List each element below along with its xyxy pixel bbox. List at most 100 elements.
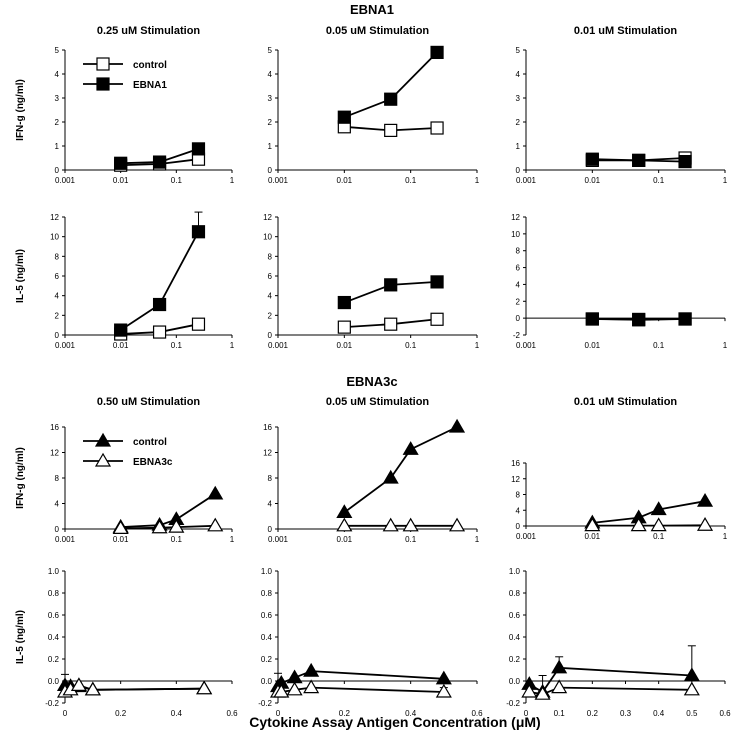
x-tick-label: 0.5 — [686, 709, 698, 718]
y-tick-label: 4 — [516, 506, 521, 515]
y-tick-label: 0.8 — [48, 589, 60, 598]
x-tick-label: 0.01 — [113, 535, 129, 544]
x-tick-label: 0.4 — [405, 709, 417, 718]
series-ebna1 — [337, 45, 444, 124]
y-tick-label: 1.0 — [261, 567, 273, 576]
x-tick-label: 0.01 — [585, 176, 601, 185]
data-point — [382, 517, 399, 532]
data-point — [430, 275, 444, 289]
y-tick-label: 8 — [268, 252, 273, 261]
x-tick-label: 0.1 — [653, 341, 665, 350]
data-point — [678, 312, 692, 326]
data-point — [207, 517, 224, 532]
y-tick-label: 0.6 — [261, 611, 273, 620]
x-tick-label: 0.1 — [653, 176, 665, 185]
chart-panel-e3_il5_001: -0.2 0.0 0.2 0.4 0.6 0.8 1.0 0 0.1 0.2 0.3 0.4 0.5 0.… — [506, 567, 731, 718]
y-tick-label: 8 — [516, 247, 521, 256]
series-ebna3c — [336, 517, 466, 532]
y-tick-label: 1 — [516, 142, 521, 151]
x-tick-label: 1 — [230, 535, 235, 544]
y-tick-label: 10 — [263, 233, 272, 242]
data-point — [84, 681, 101, 696]
x-tick-label: 0.2 — [587, 709, 599, 718]
series-line — [529, 686, 692, 696]
data-point — [151, 519, 168, 534]
data-point — [152, 297, 167, 312]
data-point — [448, 418, 466, 433]
y-tick-label: 4 — [268, 70, 273, 79]
series-control — [337, 120, 444, 138]
data-point — [435, 670, 452, 685]
data-point — [336, 504, 353, 519]
x-tick-label: 0.6 — [226, 709, 238, 718]
legend-marker — [96, 77, 110, 91]
y-tick-label: 0 — [55, 166, 60, 175]
x-tick-label: 0.1 — [653, 532, 665, 541]
x-tick-label: 0.01 — [113, 341, 129, 350]
series-line — [277, 670, 444, 688]
data-point — [382, 469, 399, 484]
y-tick-label: 5 — [55, 46, 60, 55]
data-point — [585, 152, 599, 166]
series-ebna3c — [56, 677, 213, 698]
series-control — [269, 662, 452, 693]
x-tick-label: 0.001 — [516, 341, 537, 350]
data-point — [152, 155, 167, 169]
data-point — [191, 142, 206, 156]
x-tick-label: 0 — [276, 709, 281, 718]
y-tick-label: 0.6 — [48, 611, 60, 620]
data-point — [585, 312, 599, 326]
y-axis-label: IL-5 (ng/ml) — [15, 249, 26, 303]
legend-label: control — [133, 437, 167, 448]
data-point — [168, 518, 185, 533]
series-control — [584, 493, 714, 529]
data-point — [114, 323, 128, 337]
x-tick-label: 0.001 — [55, 535, 76, 544]
data-point — [696, 493, 714, 507]
series-line — [592, 500, 706, 524]
data-point — [112, 520, 129, 534]
data-point — [337, 110, 351, 124]
y-tick-label: 2 — [55, 118, 60, 127]
chart-panel-e1_il5_001: -2 0 2 4 6 8 10 12 0.001 0.01 0.1 1 — [511, 213, 728, 350]
x-tick-label: 0.6 — [719, 709, 731, 718]
series-ebna1 — [585, 152, 692, 169]
y-tick-label: 5 — [268, 46, 273, 55]
legend: control EBNA3c — [83, 432, 173, 468]
x-tick-label: 0.01 — [585, 532, 601, 541]
y-tick-label: -0.2 — [506, 699, 520, 708]
legend: control EBNA1 — [83, 57, 167, 91]
y-tick-label: 2 — [268, 118, 273, 127]
legend-marker — [94, 432, 112, 447]
panel-title: 0.01 uM Stimulation — [574, 25, 678, 37]
data-point — [678, 155, 692, 169]
data-point — [303, 679, 320, 694]
y-tick-label: 12 — [511, 213, 520, 222]
y-tick-label: 12 — [50, 213, 59, 222]
y-tick-label: 12 — [263, 449, 272, 458]
data-point — [584, 517, 601, 532]
y-tick-label: 5 — [516, 46, 521, 55]
x-tick-label: 0.2 — [115, 709, 127, 718]
y-tick-label: 3 — [516, 94, 521, 103]
x-tick-label: 0.001 — [516, 176, 537, 185]
data-point — [114, 156, 128, 170]
y-tick-label: 0.8 — [509, 589, 521, 598]
y-axis-label: IFN-g (ng/ml) — [15, 447, 26, 509]
data-point — [551, 659, 568, 674]
y-tick-label: 10 — [511, 230, 520, 239]
data-point — [630, 517, 647, 532]
x-tick-label: 0.2 — [339, 709, 351, 718]
chart-panel-e3_il5_050: IL-5 (ng/ml) -0.2 0.0 0.2 0.4 0.6 0.8 1.0 0 0.2 0.… — [15, 567, 238, 718]
y-tick-label: 1 — [268, 142, 273, 151]
series-ebna3c — [269, 679, 452, 698]
series-line — [278, 686, 444, 693]
y-tick-label: 4 — [516, 70, 521, 79]
chart-panel-e1_ifn_001: 0.01 uM Stimulation 0 1 2 3 4 5 0.001 0.01 0.1 1 — [516, 25, 728, 185]
y-tick-label: 10 — [50, 233, 59, 242]
x-tick-label: 0.1 — [405, 535, 417, 544]
y-tick-label: 12 — [50, 449, 59, 458]
y-tick-label: 4 — [268, 292, 273, 301]
data-point — [650, 501, 667, 516]
